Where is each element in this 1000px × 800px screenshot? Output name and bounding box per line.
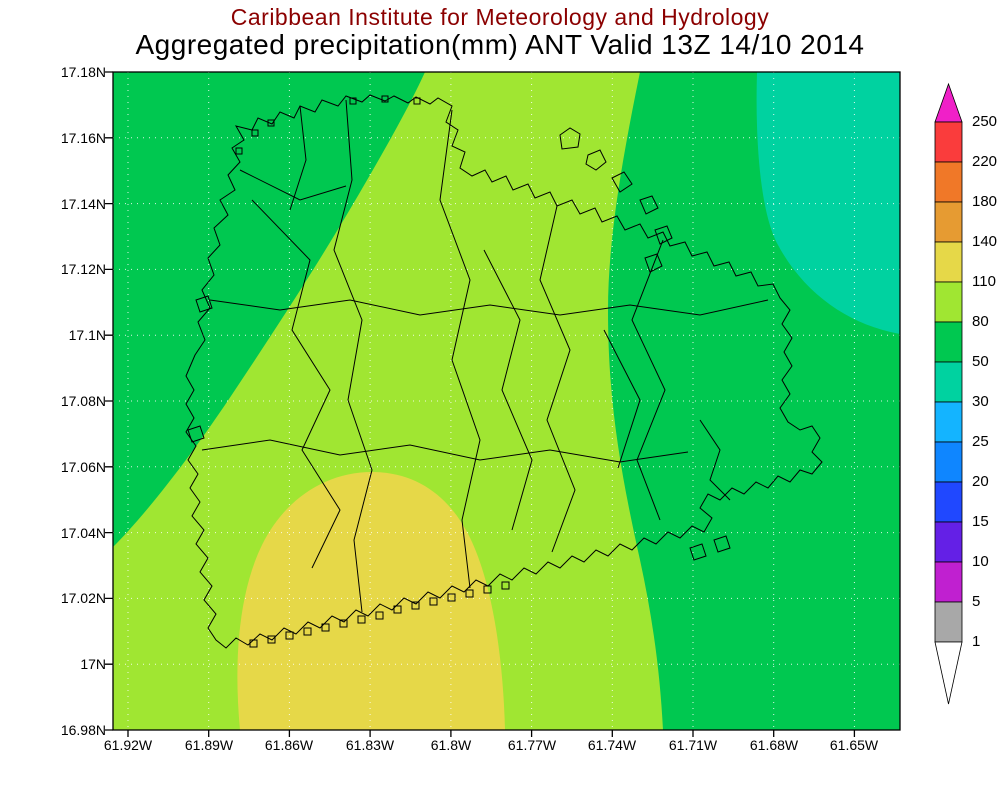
- colorbar-tick-label: 180: [972, 193, 998, 210]
- lat-tick-label: 17.08N: [60, 393, 106, 409]
- colorbar-segment: [934, 601, 963, 643]
- colorbar-tick-label: 250: [972, 113, 998, 130]
- colorbar-tick-label: 80: [972, 313, 989, 330]
- lon-tick-label: 61.92W: [103, 737, 153, 753]
- colorbar-tick-label: 50: [972, 353, 989, 370]
- lon-tick-label: 61.74W: [587, 737, 637, 753]
- lat-tick-label: 17N: [80, 656, 106, 672]
- lon-tick-label: 61.68W: [749, 737, 799, 753]
- lon-tick-label: 61.89W: [184, 737, 234, 753]
- colorbar: [934, 82, 963, 705]
- chart-title: Aggregated precipitation(mm) ANT Valid 1…: [135, 29, 865, 60]
- colorbar-segment: [934, 321, 963, 363]
- colorbar-segment: [934, 201, 963, 243]
- colorbar-segment: [934, 441, 963, 483]
- institute-title: Caribbean Institute for Meteorology and …: [230, 4, 770, 30]
- offshore-islets: [187, 127, 731, 561]
- colorbar-segment: [934, 241, 963, 283]
- colorbar-segment: [934, 161, 963, 203]
- watershed-boundaries: [201, 99, 769, 613]
- lon-tick-label: 61.83W: [345, 737, 395, 753]
- lat-tick-label: 17.1N: [68, 327, 106, 343]
- colorbar-segment: [934, 401, 963, 443]
- colorbar-tick-label: 140: [972, 233, 998, 250]
- colorbar-bottom-arrow: [934, 641, 963, 705]
- lat-tick-label: 16.98N: [60, 722, 106, 738]
- lon-tick-label: 61.77W: [507, 737, 557, 753]
- colorbar-segment: [934, 361, 963, 403]
- lat-tick-label: 17.06N: [60, 459, 106, 475]
- fill-region-30-50: [756, 72, 900, 334]
- lat-tick-label: 17.14N: [60, 196, 106, 212]
- colorbar-tick-label: 20: [972, 473, 989, 490]
- colorbar-segment: [934, 121, 963, 163]
- axis-ticks: [105, 71, 856, 737]
- lon-tick-label: 61.71W: [668, 737, 718, 753]
- colorbar-tick-label: 10: [972, 553, 989, 570]
- lon-tick-label: 61.65W: [829, 737, 879, 753]
- coastal-catchment-cells: [235, 95, 510, 648]
- lat-tick-label: 17.02N: [60, 590, 106, 606]
- lon-tick-label: 61.86W: [264, 737, 314, 753]
- colorbar-tick-label: 220: [972, 153, 998, 170]
- lat-tick-label: 17.18N: [60, 64, 106, 80]
- colorbar-tick-label: 25: [972, 433, 989, 450]
- colorbar-segment: [934, 561, 963, 603]
- colorbar-segment: [934, 281, 963, 323]
- colorbar-tick-label: 1: [972, 633, 981, 650]
- colorbar-segment: [934, 521, 963, 563]
- fill-region-80-110: [113, 72, 663, 730]
- colorbar-top-arrow: [934, 82, 963, 123]
- lon-tick-label: 61.8W: [430, 737, 472, 753]
- lat-tick-label: 17.04N: [60, 525, 106, 541]
- colorbar-tick-label: 5: [972, 593, 981, 610]
- lat-tick-label: 17.16N: [60, 130, 106, 146]
- colorbar-tick-label: 110: [972, 273, 996, 290]
- fill-region-110-140: [237, 472, 505, 730]
- colorbar-tick-label: 15: [972, 513, 989, 530]
- colorbar-tick-label: 30: [972, 393, 989, 410]
- lat-tick-label: 17.12N: [60, 261, 106, 277]
- colorbar-segment: [934, 481, 963, 523]
- antigua-coastline: [185, 94, 823, 649]
